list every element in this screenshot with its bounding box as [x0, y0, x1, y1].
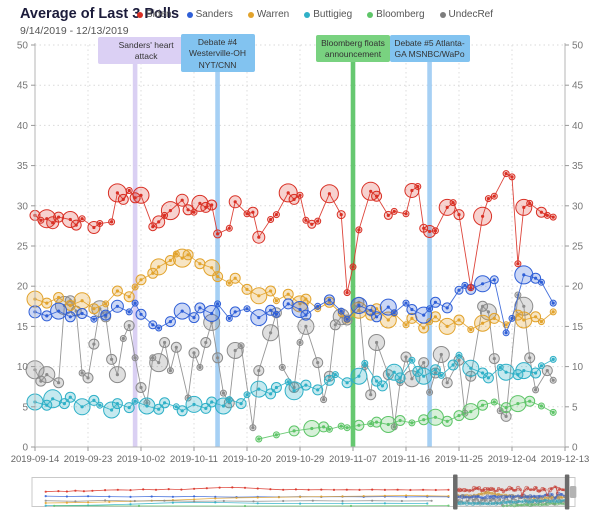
x-axis-label: 2019-11-07	[329, 454, 377, 465]
x-axis-label: 2019-10-02	[117, 454, 166, 465]
legend-item-buttigieg[interactable]: Buttigieg	[304, 9, 352, 20]
range-selection-window[interactable]	[455, 477, 567, 507]
y-axis-label-right: 35	[572, 161, 584, 172]
event-line-debate-5	[427, 62, 432, 447]
chart-legend: Biden Sanders Warren Buttigieg Bloomberg Unde…	[137, 9, 493, 20]
range-handle-left[interactable]	[453, 474, 458, 510]
series-sanders	[28, 265, 557, 337]
x-axis-label: 2019-10-29	[276, 454, 325, 465]
y-axis-label-right: 20	[572, 282, 584, 293]
legend-label: Bloomberg	[376, 9, 425, 20]
y-axis-label-right: 45	[572, 81, 584, 92]
legend-item-undecref[interactable]: UndecRef	[439, 9, 493, 20]
y-axis-label-left: 25	[17, 242, 29, 253]
y-axis-label-left: 20	[17, 282, 29, 293]
navigator-window-buttigieg	[454, 498, 566, 506]
legend-dot-buttigieg	[304, 11, 311, 18]
y-axis-label-right: 30	[572, 201, 584, 212]
x-axis-label: 2019-10-20	[223, 454, 272, 465]
date-range-subtitle: 9/14/2019 - 12/13/2019	[20, 25, 129, 37]
x-axis-label: 2019-09-23	[64, 454, 113, 465]
event-lines	[132, 62, 432, 447]
series-undecref	[25, 291, 557, 432]
legend-item-warren[interactable]: Warren	[247, 9, 290, 20]
y-axis-label-left: 5	[22, 402, 28, 413]
event-line-bloomberg-floats-announcement	[350, 62, 356, 447]
legend-label: UndecRef	[448, 9, 493, 20]
legend-dot-sanders	[186, 11, 193, 18]
legend-dot-warren	[247, 11, 254, 18]
x-axis-label: 2019-10-11	[170, 454, 218, 465]
y-axis-label-right: 50	[572, 41, 584, 52]
x-axis-label: 2019-12-13	[541, 454, 590, 465]
series-bloomberg	[255, 395, 557, 443]
range-handle-right[interactable]	[564, 474, 570, 510]
legend-label: Biden	[146, 9, 172, 20]
x-axis-label: 2019-12-04	[488, 454, 537, 465]
y-axis-label-left: 15	[17, 322, 29, 333]
y-axis-label-left: 30	[17, 201, 29, 212]
navigator-history-biden	[44, 486, 450, 493]
y-axis-label-left: 35	[17, 161, 29, 172]
legend-label: Sanders	[195, 9, 233, 20]
y-axis-label-right: 15	[572, 322, 584, 333]
y-axis-label-right: 10	[572, 362, 584, 373]
legend-dot-undecref	[439, 11, 446, 18]
x-axis-label: 2019-11-16	[382, 454, 430, 465]
series-buttigieg	[26, 351, 557, 419]
y-axis-label-right: 40	[572, 121, 584, 132]
y-axis-label-left: 50	[17, 41, 29, 52]
range-slider-grip[interactable]	[569, 486, 577, 498]
annotation-debate-5: Debate #5 Atlanta- GA MSNBC/WaPo	[389, 35, 470, 62]
legend-dot-bloomberg	[367, 11, 374, 18]
annotation-debate-4: Debate #4 Westerville-OH NYT/CNN	[180, 34, 255, 72]
navigator-history-undecref	[44, 499, 433, 503]
navigator-history-warren	[44, 494, 450, 505]
y-axis-label-right: 25	[572, 242, 584, 253]
series-biden	[29, 170, 557, 297]
legend-item-bloomberg[interactable]: Bloomberg	[367, 9, 425, 20]
y-axis-label-left: 10	[17, 362, 29, 373]
legend-item-biden[interactable]: Biden	[137, 9, 172, 20]
legend-label: Warren	[256, 9, 290, 20]
event-line-debate-4	[215, 72, 220, 447]
navigator-window-biden	[455, 485, 566, 497]
range-navigator	[31, 474, 577, 510]
legend-label: Buttigieg	[313, 9, 353, 20]
x-axis-label: 2019-11-25	[435, 454, 483, 465]
y-axis-label-right: 5	[572, 402, 578, 413]
chart-title: Average of Last 3 Polls	[20, 6, 180, 22]
annotation-sanders-heart-attack: Sanders' heart attack	[98, 37, 195, 64]
y-axis-label-left: 0	[22, 443, 28, 454]
legend-dot-biden	[137, 11, 143, 18]
annotation-bloomberg-floats-announcement: Bloomberg floats announcement	[316, 35, 390, 62]
y-axis-label-left: 40	[17, 121, 29, 132]
navigator-window-bloomberg	[502, 501, 566, 508]
navigator-history-bloomberg	[53, 504, 450, 508]
axes: 0 0 5 5 10 10 15 15 20 20 25 25 30 30 35 35 40 40 45 45 50 50…	[11, 41, 590, 466]
legend-item-sanders[interactable]: Sanders	[186, 9, 233, 20]
y-axis-label-right: 0	[572, 443, 578, 454]
y-axis-label-left: 45	[17, 81, 29, 92]
event-line-sanders-heart-attack	[132, 64, 138, 447]
x-axis-label: 2019-09-14	[11, 454, 60, 465]
